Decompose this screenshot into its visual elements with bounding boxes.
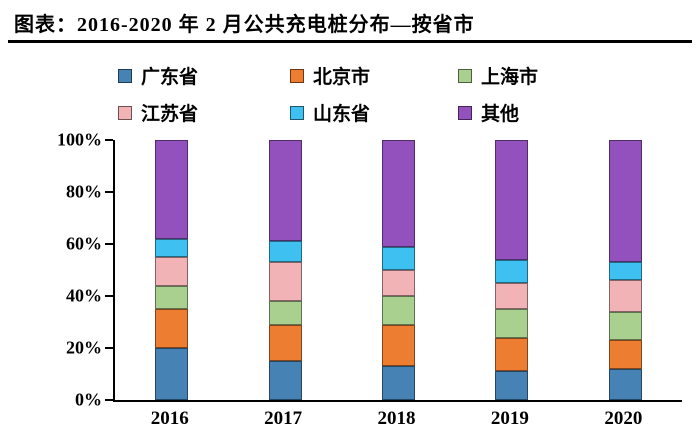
y-axis-label: 80%: [66, 181, 102, 202]
y-axis-tick: [105, 347, 113, 349]
bar-segment-广东省: [155, 348, 189, 400]
bar-segment-其他: [495, 140, 529, 260]
bar-slot: [342, 140, 455, 400]
legend-item: 山东省: [290, 99, 458, 126]
legend-swatch-icon: [118, 105, 132, 120]
y-axis-ticks: [105, 139, 113, 401]
bar-segment-山东省: [268, 241, 302, 263]
bars: [115, 140, 682, 400]
bar-segment-北京市: [268, 324, 302, 361]
x-axis-label: 2019: [490, 408, 529, 429]
y-axis-label: 40%: [66, 285, 102, 306]
y-axis-tick: [105, 295, 113, 297]
bar-segment-山东省: [608, 262, 642, 281]
legend-swatch-icon: [118, 68, 132, 83]
bar-segment-山东省: [495, 259, 529, 284]
legend-swatch-icon: [290, 105, 304, 120]
stacked-bar-2017: [268, 140, 302, 400]
legend-label: 江苏省: [141, 104, 199, 125]
legend-label: 北京市: [313, 67, 371, 88]
bar-segment-山东省: [382, 246, 416, 271]
bar-segment-上海市: [608, 311, 642, 341]
bar-segment-北京市: [495, 337, 529, 372]
bar-segment-江苏省: [155, 257, 189, 286]
y-axis-label: 20%: [66, 337, 102, 358]
bar-slot: [115, 140, 228, 400]
legend-label: 上海市: [481, 67, 539, 88]
y-axis-tick: [105, 139, 113, 141]
bar-segment-上海市: [382, 296, 416, 325]
x-axis-labels: 2016 2017 2018 2019 2020: [113, 408, 680, 430]
y-axis-label: 100%: [57, 129, 102, 150]
bar-segment-北京市: [155, 309, 189, 348]
legend-swatch-icon: [458, 68, 472, 83]
legend-swatch-icon: [458, 105, 472, 120]
legend-swatch-icon: [290, 68, 304, 83]
y-axis-tick: [105, 191, 113, 193]
legend-item: 上海市: [458, 62, 638, 89]
bar-segment-山东省: [155, 238, 189, 258]
bar-slot: [455, 140, 568, 400]
legend-label: 其他: [481, 104, 520, 125]
stacked-bar-2016: [155, 140, 189, 400]
bar-segment-其他: [382, 140, 416, 247]
plot-area: [113, 140, 682, 402]
y-axis-labels: 100% 80% 60% 40% 20% 0%: [34, 130, 102, 410]
legend: 广东省 北京市 上海市江苏省 山东省 其他: [118, 62, 683, 126]
bar-slot: [228, 140, 341, 400]
stacked-bar-2018: [382, 140, 416, 400]
bar-segment-广东省: [608, 368, 642, 400]
bar-segment-上海市: [268, 301, 302, 325]
x-axis-label: 2018: [377, 408, 416, 429]
legend-item: 广东省: [118, 62, 290, 89]
legend-item: 其他: [458, 99, 638, 126]
x-axis-label: 2017: [264, 408, 303, 429]
y-axis-label: 60%: [66, 233, 102, 254]
bar-segment-上海市: [155, 285, 189, 309]
bar-segment-广东省: [495, 371, 529, 400]
chart-title: 图表：2016-2020 年 2 月公共充电桩分布—按省市: [14, 14, 475, 36]
legend-label: 山东省: [313, 104, 371, 125]
bar-segment-广东省: [268, 361, 302, 400]
bar-segment-江苏省: [268, 262, 302, 302]
x-axis-label: 2016: [150, 408, 189, 429]
bar-segment-上海市: [495, 309, 529, 338]
bar-segment-其他: [155, 140, 189, 239]
bar-segment-其他: [608, 140, 642, 263]
legend-label: 广东省: [141, 67, 199, 88]
x-axis-label: 2020: [604, 408, 643, 429]
bar-segment-江苏省: [382, 270, 416, 297]
y-axis-tick: [105, 399, 113, 401]
y-axis-label: 0%: [75, 389, 102, 410]
bar-slot: [569, 140, 682, 400]
bar-segment-江苏省: [495, 283, 529, 310]
stacked-bar-2020: [608, 140, 642, 400]
title-divider: [8, 40, 692, 43]
y-axis-tick: [105, 243, 113, 245]
bar-segment-其他: [268, 140, 302, 242]
legend-item: 江苏省: [118, 99, 290, 126]
stacked-bar-2019: [495, 140, 529, 400]
legend-item: 北京市: [290, 62, 458, 89]
bar-segment-广东省: [382, 366, 416, 400]
bar-segment-江苏省: [608, 280, 642, 312]
bar-segment-北京市: [608, 340, 642, 369]
bar-segment-北京市: [382, 324, 416, 367]
